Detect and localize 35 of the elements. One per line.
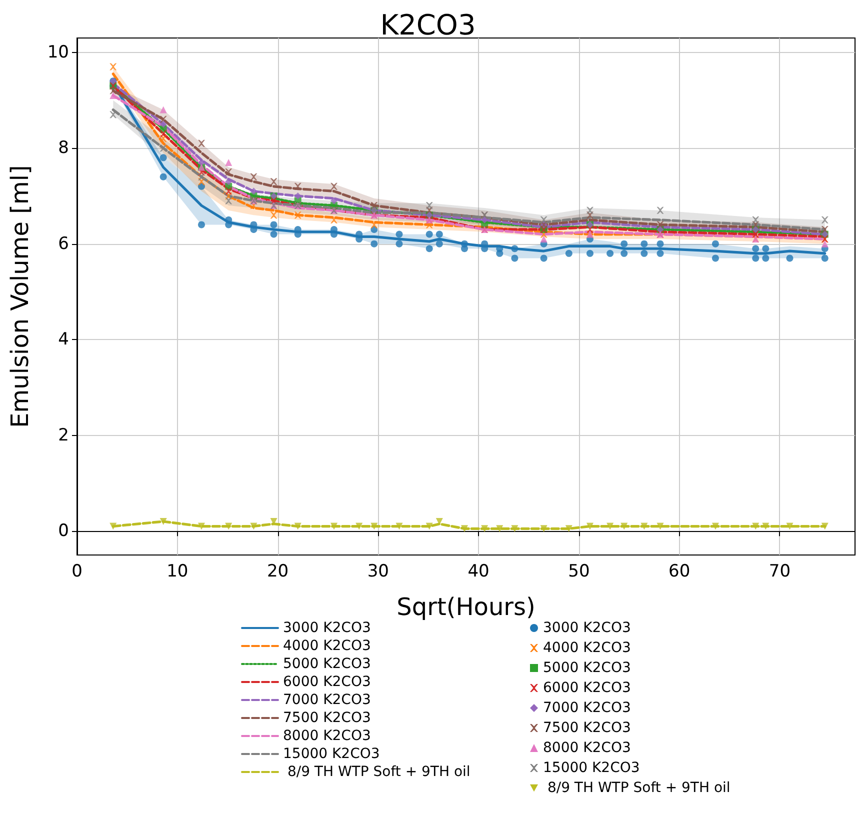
x-tick-label: 60 bbox=[668, 562, 690, 582]
legend-label: 7000 K2CO3 bbox=[543, 700, 631, 716]
x-tick-label: 30 bbox=[367, 562, 389, 582]
legend-label: 6000 K2CO3 bbox=[543, 680, 631, 696]
legend-label: 15000 K2CO3 bbox=[543, 760, 640, 776]
legend-label: 3000 K2CO3 bbox=[283, 620, 371, 636]
y-tick-label: 8 bbox=[58, 138, 69, 158]
legend-label: 3000 K2CO3 bbox=[543, 620, 631, 636]
chart-title: K2CO3 bbox=[380, 8, 476, 42]
legend-label: 6000 K2CO3 bbox=[283, 674, 371, 690]
y-tick-label: 6 bbox=[58, 234, 69, 254]
x-tick-label: 0 bbox=[72, 562, 82, 582]
x-tick-label: 40 bbox=[468, 562, 490, 582]
y-axis-title: Emulsion Volume [ml] bbox=[6, 165, 34, 428]
legend-label: 7500 K2CO3 bbox=[283, 710, 371, 726]
legend-label: 5000 K2CO3 bbox=[543, 660, 631, 676]
legend-label: 8000 K2CO3 bbox=[283, 728, 371, 744]
y-tick-label: 2 bbox=[58, 425, 69, 446]
legend-label: 8/9 TH WTP Soft + 9TH oil bbox=[543, 780, 730, 796]
y-tick-label: 0 bbox=[58, 521, 69, 542]
x-axis-title: Sqrt(Hours) bbox=[396, 593, 536, 621]
x-tick-label: 10 bbox=[166, 562, 188, 582]
y-tick-label: 4 bbox=[58, 330, 69, 350]
y-tick-label: 10 bbox=[47, 42, 69, 62]
legend-label: 4000 K2CO3 bbox=[283, 638, 371, 654]
legend-label: 7000 K2CO3 bbox=[283, 692, 371, 708]
legend-label: 8/9 TH WTP Soft + 9TH oil bbox=[283, 764, 470, 780]
legend-label: 7500 K2CO3 bbox=[543, 720, 631, 736]
legend-label: 4000 K2CO3 bbox=[543, 640, 631, 656]
x-tick-label: 50 bbox=[568, 562, 590, 582]
x-tick-label: 70 bbox=[768, 562, 791, 582]
legend-label: 5000 K2CO3 bbox=[283, 656, 371, 672]
x-tick-label: 20 bbox=[266, 562, 289, 582]
legend-label: 8000 K2CO3 bbox=[543, 740, 631, 756]
legend-label: 15000 K2CO3 bbox=[283, 746, 380, 762]
